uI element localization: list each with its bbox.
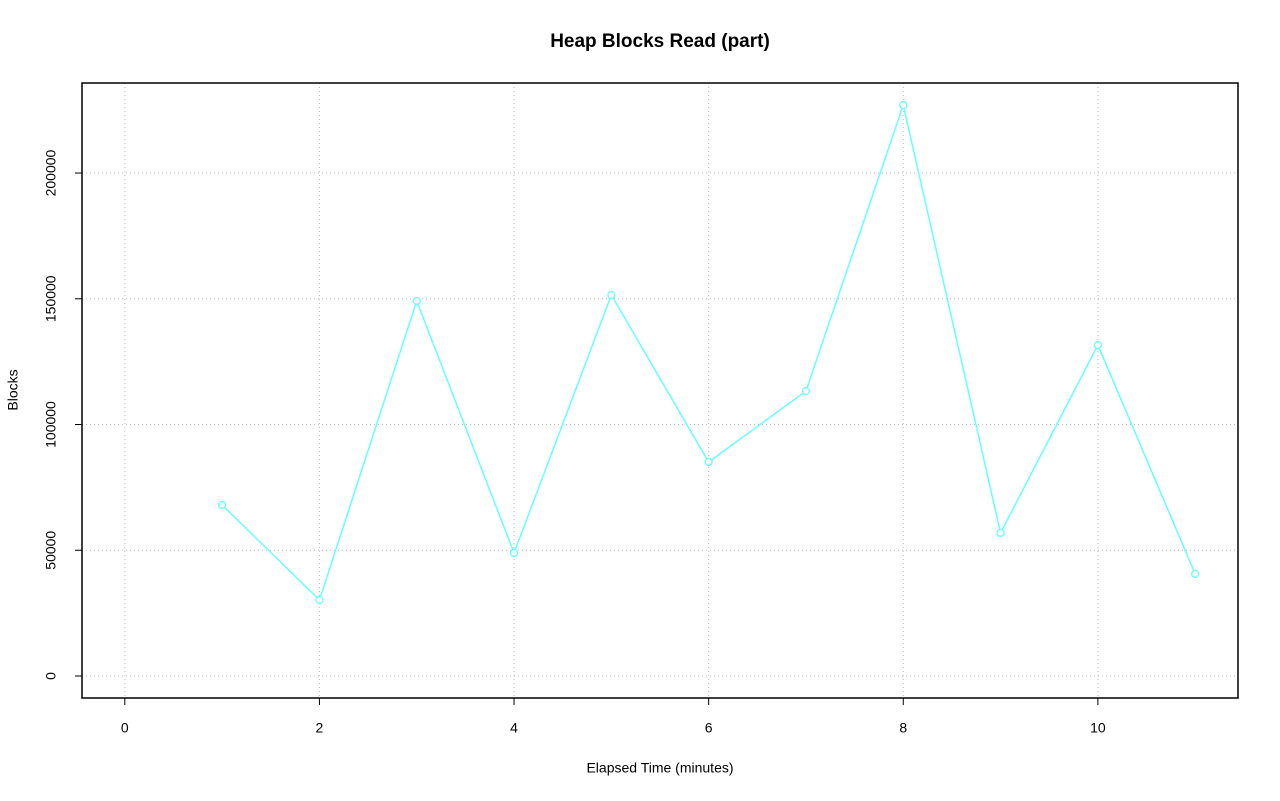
data-point <box>1093 340 1103 350</box>
y-tick-label: 200000 <box>43 149 59 196</box>
data-point <box>315 595 324 605</box>
plot-frame <box>81 82 1239 699</box>
data-point <box>217 500 227 510</box>
data-point <box>412 296 421 306</box>
x-tick-label: 8 <box>899 720 907 736</box>
data-point <box>899 100 908 110</box>
x-tick-label: 6 <box>705 720 713 736</box>
x-tick-label: 0 <box>121 720 129 736</box>
data-point <box>801 386 811 396</box>
x-tick-label: 4 <box>510 720 518 736</box>
y-tick-label: 0 <box>43 672 59 680</box>
data-point <box>607 290 616 300</box>
chart-title: Heap Blocks Read (part) <box>550 31 770 52</box>
data-point <box>704 457 713 467</box>
y-tick-label: 100000 <box>43 401 59 448</box>
data-point <box>1191 569 1200 579</box>
x-tick-label: 10 <box>1090 720 1106 736</box>
y-tick-label: 50000 <box>43 531 59 570</box>
y-axis-label: Blocks <box>5 369 21 410</box>
data-point <box>509 548 519 558</box>
data-point <box>996 528 1005 538</box>
y-tick-label: 150000 <box>43 275 59 322</box>
x-axis-label: Elapsed Time (minutes) <box>586 760 733 776</box>
x-tick-label: 2 <box>316 720 324 736</box>
